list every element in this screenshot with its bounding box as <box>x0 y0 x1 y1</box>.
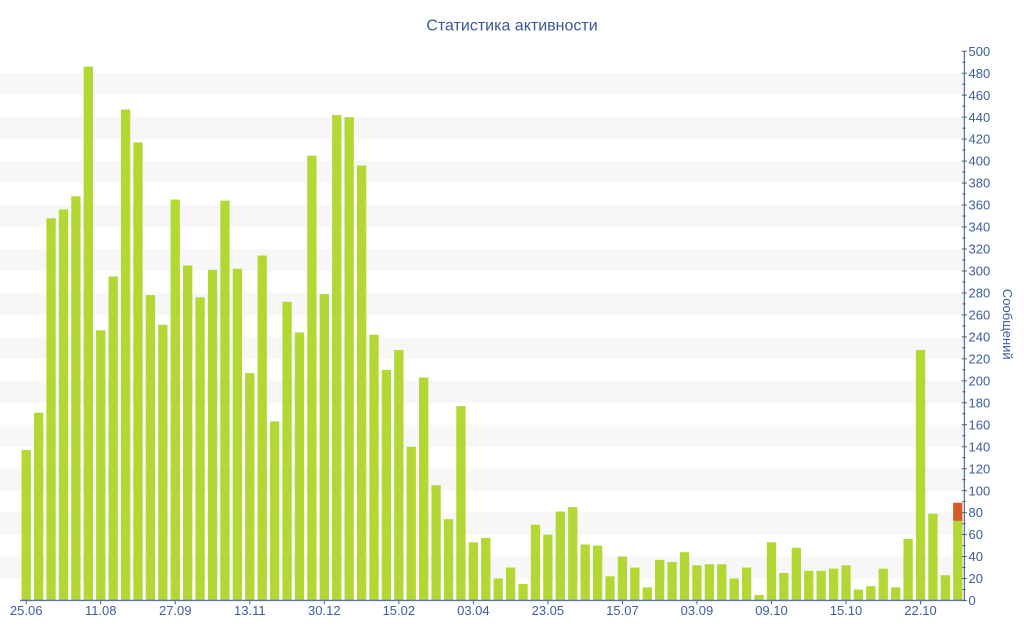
svg-text:30.12: 30.12 <box>308 603 341 618</box>
svg-text:240: 240 <box>969 329 991 344</box>
svg-text:260: 260 <box>969 307 991 322</box>
svg-text:22.10: 22.10 <box>904 603 937 618</box>
svg-text:11.08: 11.08 <box>85 603 117 618</box>
svg-text:25.06: 25.06 <box>10 603 43 618</box>
svg-text:480: 480 <box>969 66 991 81</box>
svg-text:100: 100 <box>969 483 991 498</box>
svg-text:180: 180 <box>969 395 991 410</box>
svg-text:Сообщений: Сообщений <box>1000 289 1015 360</box>
svg-text:20: 20 <box>969 571 983 586</box>
svg-text:80: 80 <box>969 505 983 520</box>
svg-text:15.07: 15.07 <box>606 603 639 618</box>
svg-text:03.09: 03.09 <box>681 603 714 618</box>
svg-text:140: 140 <box>969 439 991 454</box>
svg-text:03.04: 03.04 <box>457 603 490 618</box>
svg-text:200: 200 <box>969 373 991 388</box>
svg-text:500: 500 <box>969 44 991 59</box>
svg-text:420: 420 <box>969 132 991 147</box>
svg-text:09.10: 09.10 <box>755 603 788 618</box>
svg-text:160: 160 <box>969 417 991 432</box>
svg-text:23.05: 23.05 <box>532 603 565 618</box>
svg-text:300: 300 <box>969 264 991 279</box>
svg-text:Статистика активности: Статистика активности <box>426 18 597 35</box>
svg-text:13.11: 13.11 <box>234 603 266 618</box>
svg-text:220: 220 <box>969 351 991 366</box>
svg-text:340: 340 <box>969 220 991 235</box>
svg-text:460: 460 <box>969 88 991 103</box>
svg-text:440: 440 <box>969 110 991 125</box>
svg-text:400: 400 <box>969 154 991 169</box>
svg-text:40: 40 <box>969 549 983 564</box>
svg-text:380: 380 <box>969 176 991 191</box>
svg-text:27.09: 27.09 <box>159 603 192 618</box>
svg-text:15.10: 15.10 <box>830 603 863 618</box>
svg-text:280: 280 <box>969 286 991 301</box>
svg-text:15.02: 15.02 <box>383 603 416 618</box>
svg-text:320: 320 <box>969 242 991 257</box>
svg-text:360: 360 <box>969 198 991 213</box>
svg-text:0: 0 <box>969 593 976 608</box>
svg-text:120: 120 <box>969 461 991 476</box>
svg-text:60: 60 <box>969 527 983 542</box>
